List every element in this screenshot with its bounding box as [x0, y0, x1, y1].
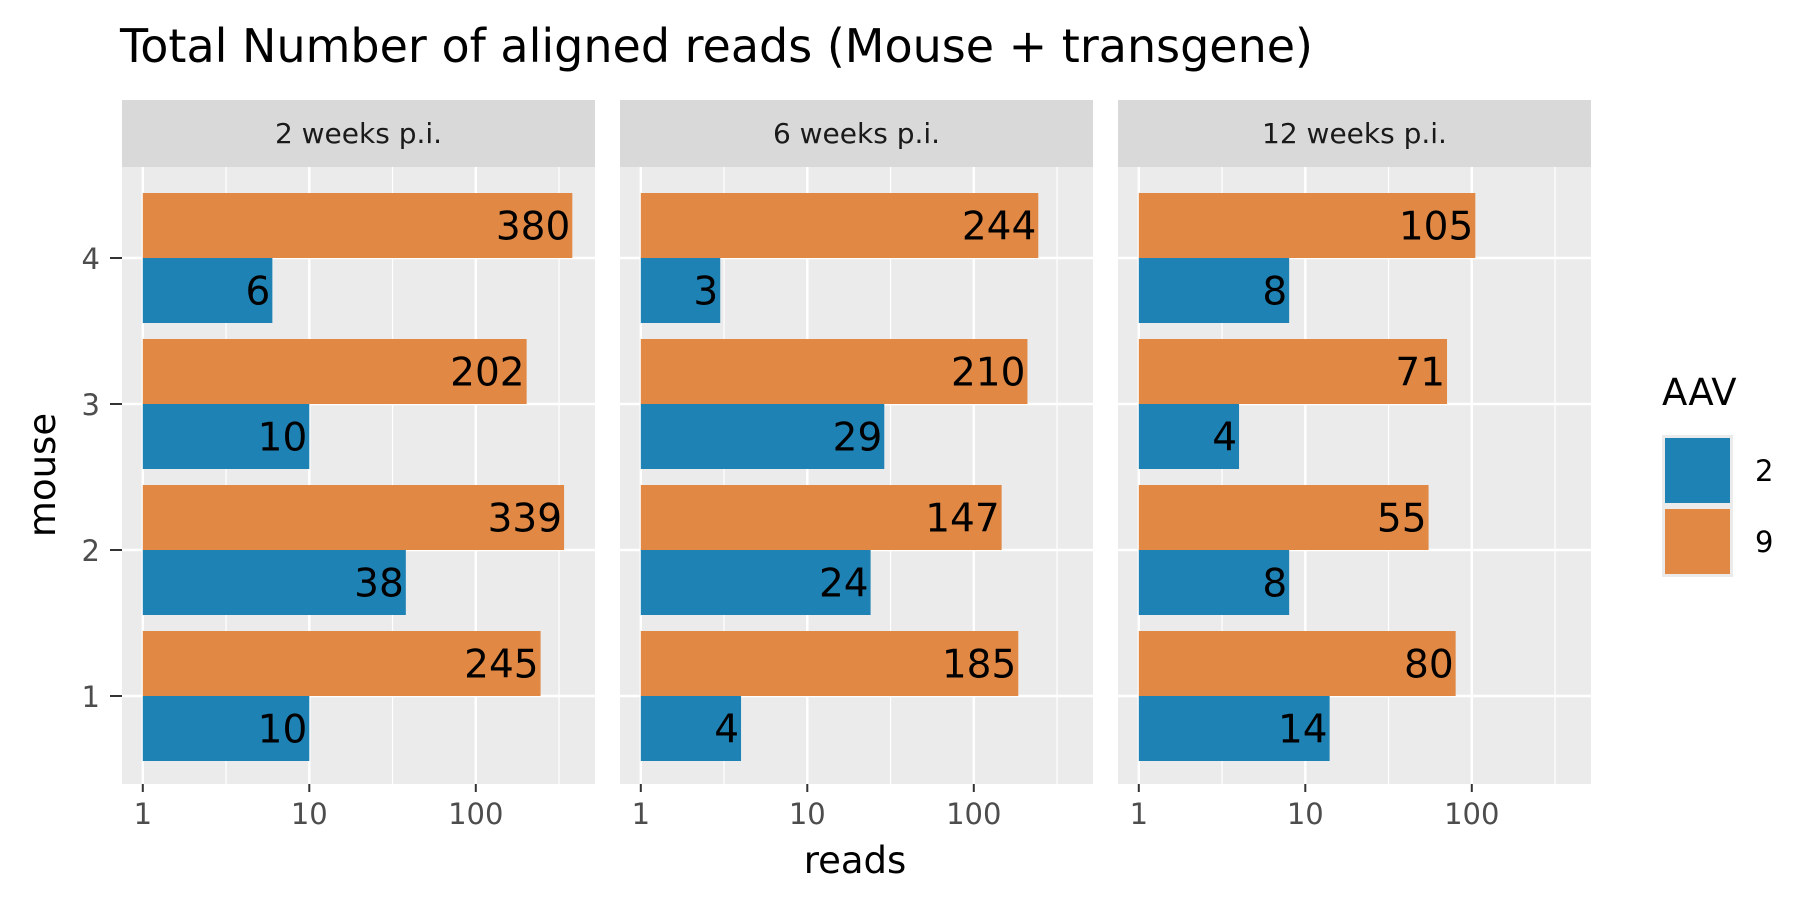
- facet-panel-2: 6 weeks p.i. 4 24 29 3 185 147 210 244 1 10 100: [620, 100, 1093, 831]
- facet-panel-3: 12 weeks p.i. 14 8 4 8 80 55 71 105 1 10 100: [1118, 100, 1591, 831]
- bar: [142, 339, 527, 404]
- x-axis-title: reads: [804, 839, 907, 882]
- bar: [142, 550, 406, 615]
- bar: [640, 193, 1039, 258]
- bar: [640, 696, 742, 761]
- bar: [142, 696, 310, 761]
- bar-value-label: 55: [1377, 497, 1427, 542]
- bar-value-label: 8: [1262, 270, 1287, 315]
- y-tick-label: 4: [82, 242, 100, 276]
- bar-value-label: 38: [354, 562, 404, 607]
- facet-strip-label: 6 weeks p.i.: [773, 117, 940, 150]
- bar-value-label: 29: [833, 416, 883, 461]
- bar-value-label: 10: [258, 708, 308, 753]
- bar: [1138, 258, 1290, 323]
- bar-value-label: 4: [1212, 416, 1237, 461]
- legend-key: [1665, 438, 1730, 503]
- x-tick-label: 10: [291, 797, 328, 831]
- bar: [640, 339, 1028, 404]
- x-tick-label: 1: [632, 797, 650, 831]
- facet-panel-1: 2 weeks p.i. 10 38 10 6 245 339 202 380 1 10 100: [122, 100, 595, 831]
- bar-value-label: 24: [819, 562, 869, 607]
- bar: [640, 550, 871, 615]
- bar: [640, 631, 1019, 696]
- x-tick-label: 10: [789, 797, 826, 831]
- bar-value-label: 245: [464, 643, 538, 688]
- bar-value-label: 210: [951, 351, 1025, 396]
- x-tick-label: 100: [1444, 797, 1499, 831]
- chart-title: Total Number of aligned reads (Mouse + t…: [119, 19, 1313, 73]
- bar-value-label: 14: [1278, 708, 1328, 753]
- y-tick-label: 3: [82, 388, 100, 422]
- x-tick-label: 1: [1130, 797, 1148, 831]
- y-axis: 1 2 3 4: [82, 242, 122, 714]
- legend-label: 9: [1755, 525, 1773, 559]
- bar: [640, 258, 721, 323]
- bar-value-label: 4: [714, 708, 739, 753]
- x-tick-label: 100: [946, 797, 1001, 831]
- x-tick-label: 100: [448, 797, 503, 831]
- bar-value-label: 6: [246, 270, 271, 315]
- y-tick-label: 2: [82, 534, 100, 568]
- bar-value-label: 8: [1262, 562, 1287, 607]
- x-tick-label: 10: [1287, 797, 1324, 831]
- bar: [1138, 193, 1476, 258]
- bar: [1138, 696, 1330, 761]
- bar: [142, 404, 310, 469]
- facet-strip: [1118, 100, 1591, 167]
- bar-value-label: 71: [1395, 351, 1445, 396]
- bar-value-label: 10: [258, 416, 308, 461]
- legend: AAV 2 9: [1662, 371, 1773, 577]
- bar: [1138, 550, 1290, 615]
- bar-value-label: 380: [496, 205, 570, 250]
- legend-label: 2: [1755, 454, 1773, 488]
- bar: [640, 404, 885, 469]
- bar: [1138, 404, 1240, 469]
- y-axis-title: mouse: [21, 413, 64, 537]
- facet-strip-label: 2 weeks p.i.: [275, 117, 442, 150]
- bar: [142, 258, 273, 323]
- bar: [142, 631, 541, 696]
- facet-strip: [620, 100, 1093, 167]
- bar-value-label: 80: [1404, 643, 1454, 688]
- legend-title: AAV: [1662, 371, 1737, 414]
- facet-strip: [122, 100, 595, 167]
- bar-value-label: 105: [1399, 205, 1473, 250]
- bar: [1138, 631, 1456, 696]
- legend-key: [1665, 509, 1730, 574]
- bar-value-label: 3: [693, 270, 718, 315]
- facet-strip-label: 12 weeks p.i.: [1262, 117, 1447, 150]
- bar: [1138, 339, 1448, 404]
- bar: [1138, 485, 1429, 550]
- bar: [142, 485, 565, 550]
- bar-value-label: 339: [488, 497, 562, 542]
- bar-value-label: 244: [962, 205, 1036, 250]
- bar: [142, 193, 573, 258]
- x-tick-label: 1: [134, 797, 152, 831]
- bar-value-label: 202: [450, 351, 524, 396]
- bar-value-label: 147: [925, 497, 999, 542]
- bar: [640, 485, 1002, 550]
- y-tick-label: 1: [82, 680, 100, 714]
- bar-value-label: 185: [942, 643, 1016, 688]
